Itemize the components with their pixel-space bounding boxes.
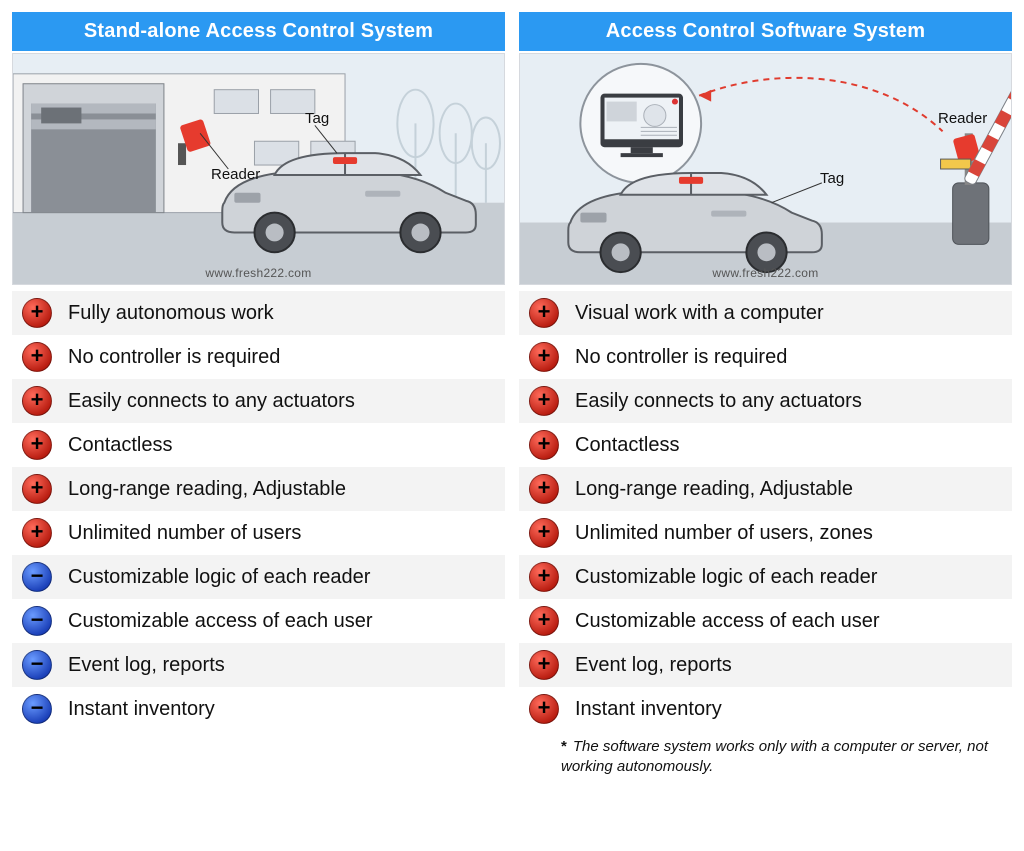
plus-icon: +	[22, 474, 52, 504]
tag-label: Tag	[305, 110, 329, 127]
feature-row: + Customizable logic of each reader	[519, 555, 1012, 599]
feature-text: Customizable logic of each reader	[575, 566, 877, 589]
feature-text: Customizable logic of each reader	[68, 566, 370, 589]
feature-row: + Long-range reading, Adjustable	[519, 467, 1012, 511]
footnote: *The software system works only with a c…	[519, 731, 1012, 776]
feature-list-software: + Visual work with a computer + No controll…	[519, 291, 1012, 731]
feature-row: −Instant inventory	[12, 687, 505, 731]
plus-icon: +	[529, 430, 559, 460]
feature-row: + No controller is required	[12, 335, 505, 379]
plus-icon: +	[529, 298, 559, 328]
minus-icon: −	[22, 562, 52, 592]
feature-list-standalone: + Fully autonomous work + No controller is …	[12, 291, 505, 731]
feature-text: Fully autonomous work	[68, 302, 274, 325]
minus-icon: −	[22, 650, 52, 680]
feature-text: Contactless	[68, 434, 173, 457]
feature-row: + No controller is required	[519, 335, 1012, 379]
minus-icon: −	[22, 694, 52, 724]
feature-row: + Customizable access of each user	[519, 599, 1012, 643]
feature-text: Event log, reports	[68, 654, 225, 677]
feature-text: Event log, reports	[575, 654, 732, 677]
feature-text: Unlimited number of users, zones	[575, 522, 873, 545]
column-header-software: Access Control Software System	[519, 12, 1012, 51]
illustration-software: www.fresh222.com Reader Tag	[519, 53, 1012, 285]
tag-label: Tag	[820, 170, 844, 187]
feature-row: + Contactless	[519, 423, 1012, 467]
feature-row: + Unlimited number of users, zones	[519, 511, 1012, 555]
column-standalone: Stand-alone Access Control System	[12, 12, 505, 776]
column-software: Access Control Software System	[519, 12, 1012, 776]
feature-text: Customizable access of each user	[575, 610, 880, 633]
feature-text: Unlimited number of users	[68, 522, 301, 545]
plus-icon: +	[22, 518, 52, 548]
feature-text: Easily connects to any actuators	[68, 390, 355, 413]
feature-row: + Easily connects to any actuators	[519, 379, 1012, 423]
reader-label: Reader	[938, 110, 987, 127]
comparison-wrap: Stand-alone Access Control System	[12, 12, 1012, 776]
column-header-standalone: Stand-alone Access Control System	[12, 12, 505, 51]
feature-row: + Fully autonomous work	[12, 291, 505, 335]
feature-row: + Visual work with a computer	[519, 291, 1012, 335]
feature-text: Easily connects to any actuators	[575, 390, 862, 413]
plus-icon: +	[22, 386, 52, 416]
feature-text: Visual work with a computer	[575, 302, 824, 325]
feature-text: Customizable access of each user	[68, 610, 373, 633]
plus-icon: +	[529, 474, 559, 504]
feature-row: + Easily connects to any actuators	[12, 379, 505, 423]
plus-icon: +	[529, 606, 559, 636]
feature-text: Contactless	[575, 434, 680, 457]
feature-text: No controller is required	[575, 346, 787, 369]
feature-text: No controller is required	[68, 346, 280, 369]
minus-icon: −	[22, 606, 52, 636]
plus-icon: +	[22, 298, 52, 328]
feature-row: + Contactless	[12, 423, 505, 467]
plus-icon: +	[529, 386, 559, 416]
feature-row: + Instant inventory	[519, 687, 1012, 731]
reader-label: Reader	[211, 166, 260, 183]
feature-text: Instant inventory	[68, 698, 215, 721]
plus-icon: +	[529, 342, 559, 372]
watermark: www.fresh222.com	[520, 266, 1011, 280]
watermark: www.fresh222.com	[13, 266, 504, 280]
feature-text: Long-range reading, Adjustable	[575, 478, 853, 501]
feature-row: + Event log, reports	[519, 643, 1012, 687]
feature-text: Long-range reading, Adjustable	[68, 478, 346, 501]
plus-icon: +	[529, 650, 559, 680]
plus-icon: +	[22, 342, 52, 372]
plus-icon: +	[529, 562, 559, 592]
illustration-standalone: www.fresh222.com Reader Tag	[12, 53, 505, 285]
plus-icon: +	[529, 694, 559, 724]
feature-text: Instant inventory	[575, 698, 722, 721]
plus-icon: +	[22, 430, 52, 460]
plus-icon: +	[529, 518, 559, 548]
feature-row: + Unlimited number of users	[12, 511, 505, 555]
feature-row: −Event log, reports	[12, 643, 505, 687]
feature-row: −Customizable logic of each reader	[12, 555, 505, 599]
feature-row: −Customizable access of each user	[12, 599, 505, 643]
feature-row: + Long-range reading, Adjustable	[12, 467, 505, 511]
